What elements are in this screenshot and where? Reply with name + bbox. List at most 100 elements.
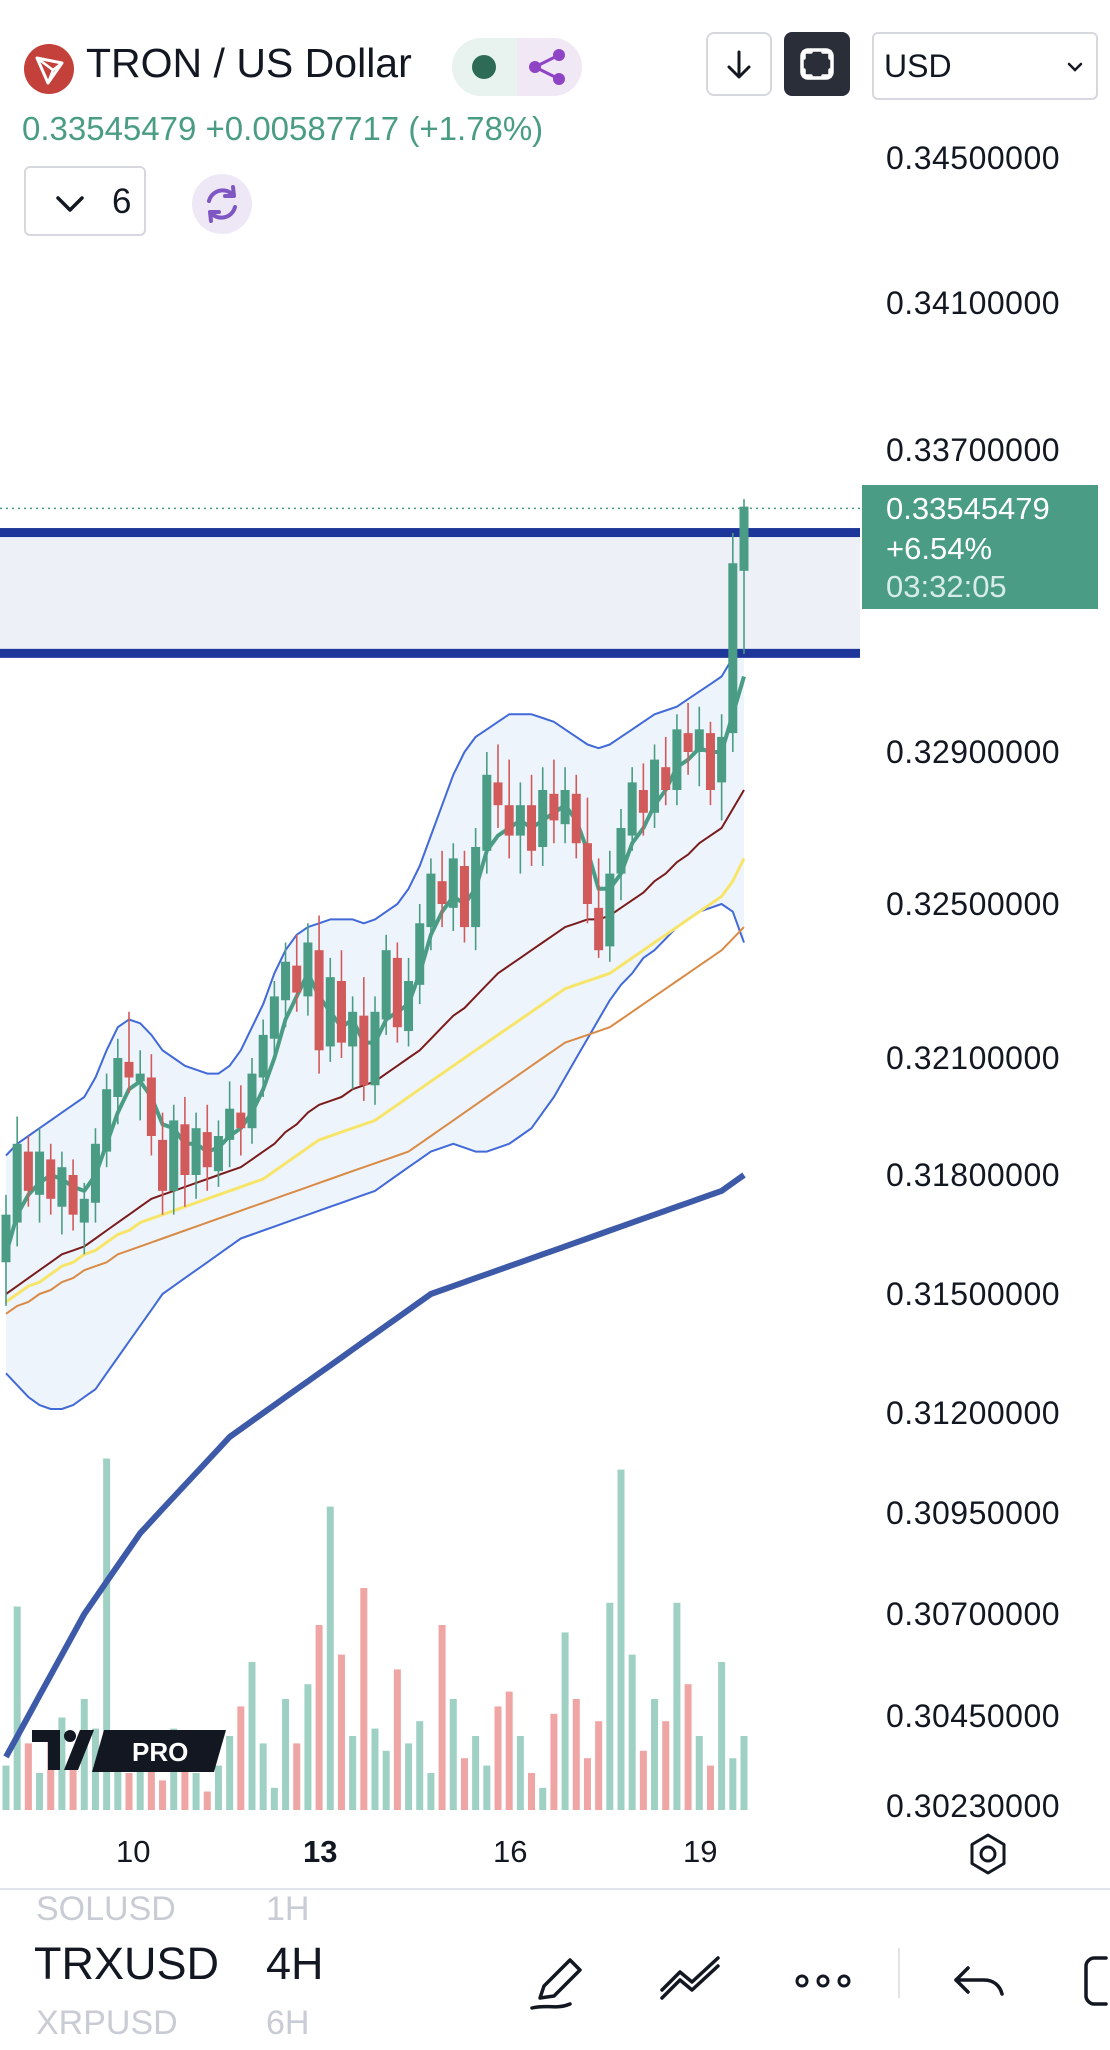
- candle-up: [325, 977, 335, 1047]
- volume-bar: [583, 1758, 591, 1810]
- price-tick-label: 0.30700000: [886, 1596, 1061, 1632]
- candle-up: [213, 1136, 223, 1172]
- sma-long-line: [3, 1172, 746, 1759]
- volume-bar: [360, 1588, 368, 1810]
- volume-bar: [550, 1713, 558, 1810]
- price-change: +0.00587717: [205, 110, 400, 147]
- more-options-icon[interactable]: [790, 1948, 856, 2014]
- volume-bar: [628, 1654, 636, 1810]
- interval-option[interactable]: 1H: [266, 1890, 310, 1928]
- candle-up: [694, 729, 704, 752]
- sync-button[interactable]: [192, 174, 252, 234]
- volume-bar: [393, 1669, 401, 1810]
- candle-up: [258, 1034, 268, 1078]
- candle-up: [471, 847, 481, 928]
- price-tick-label: 0.34100000: [886, 285, 1061, 321]
- current-price-value: 0.33545479: [886, 491, 1050, 526]
- volume-bar: [460, 1758, 468, 1810]
- candle-up: [370, 1011, 380, 1086]
- expand-icon[interactable]: [1078, 1948, 1110, 2014]
- sma-orange-line: [5, 926, 745, 1315]
- symbol-title[interactable]: TRON / US Dollar: [86, 40, 412, 86]
- volume-bar: [80, 1699, 88, 1810]
- candle-down: [504, 805, 514, 836]
- volume-bar: [539, 1787, 547, 1810]
- candle-up: [247, 1073, 257, 1129]
- volume-bar: [214, 1765, 222, 1810]
- interval-selector[interactable]: 4H: [266, 1938, 324, 1989]
- time-tick-label: 19: [683, 1834, 718, 1869]
- candle-up: [90, 1143, 100, 1203]
- candle-down: [594, 907, 604, 951]
- settings-hexagon-icon: [970, 1833, 1006, 1875]
- trend-lines-icon[interactable]: [656, 1948, 726, 2014]
- undo-icon[interactable]: [946, 1948, 1012, 2014]
- volume-bar: [472, 1736, 480, 1810]
- candle-down: [202, 1132, 212, 1168]
- interval-option[interactable]: 6H: [266, 2004, 310, 2042]
- candle-down: [493, 782, 503, 806]
- bar-countdown: 03:32:05: [886, 569, 1007, 604]
- price-tick-label: 0.31800000: [886, 1157, 1061, 1193]
- volume-bar: [651, 1699, 659, 1810]
- current-price-tag: 0.33545479 +6.54% 03:32:05: [862, 485, 1098, 609]
- fullscreen-button[interactable]: [784, 32, 850, 96]
- chart-settings-button[interactable]: [964, 1830, 1012, 1878]
- candle-up: [605, 873, 615, 947]
- tron-logo-icon: [24, 44, 74, 94]
- time-tick-label: 10: [116, 1834, 151, 1869]
- volume-bar: [259, 1743, 267, 1810]
- candle-up: [79, 1198, 89, 1223]
- candle-up: [191, 1128, 201, 1175]
- volume-bar: [103, 1458, 111, 1810]
- symbol-option[interactable]: XRPUSD: [36, 2004, 178, 2042]
- indicator-count: 6: [112, 182, 132, 221]
- volume-bar: [371, 1728, 379, 1810]
- time-tick-label: 16: [493, 1834, 528, 1869]
- price-tick-label: 0.31200000: [886, 1395, 1061, 1431]
- volume-bar: [427, 1773, 435, 1810]
- volume-bar: [315, 1625, 323, 1810]
- volume-bar: [226, 1736, 234, 1810]
- candle-down: [661, 767, 671, 790]
- volume-bar: [181, 1758, 189, 1810]
- symbol-option[interactable]: SOLUSD: [36, 1890, 176, 1928]
- price-chart[interactable]: [0, 0, 1110, 1888]
- candle-down: [582, 843, 592, 904]
- symbol-selector[interactable]: TRXUSD: [34, 1938, 220, 1989]
- download-button[interactable]: [706, 32, 772, 96]
- candle-up: [281, 961, 291, 1001]
- market-status-pill[interactable]: [452, 38, 582, 96]
- volume-bar: [516, 1736, 524, 1810]
- volume-bar: [639, 1750, 647, 1810]
- volume-bar: [13, 1606, 21, 1810]
- currency-select[interactable]: USD: [872, 32, 1098, 100]
- arrow-down-icon: [727, 50, 751, 79]
- volume-bar: [438, 1625, 446, 1810]
- volume-bar: [673, 1602, 681, 1810]
- price-tick-label: 0.33700000: [886, 432, 1061, 468]
- volume-bar: [47, 1736, 55, 1810]
- volume-bar: [147, 1743, 155, 1810]
- candle-up: [616, 828, 626, 874]
- candle-down: [392, 957, 402, 1028]
- price-tick-label: 0.30950000: [886, 1495, 1061, 1531]
- candle-up: [728, 563, 738, 734]
- time-tick-label: 13: [303, 1834, 338, 1869]
- indicators-toggle-button[interactable]: 6: [24, 166, 146, 236]
- volume-bar: [203, 1791, 211, 1810]
- volume-bar: [483, 1765, 491, 1810]
- volume-bar: [337, 1654, 345, 1810]
- volume-bar: [505, 1691, 513, 1810]
- volume-bar: [304, 1684, 312, 1810]
- candle-up: [12, 1143, 22, 1223]
- candle-down: [437, 881, 447, 904]
- pen-draw-icon[interactable]: [526, 1948, 592, 2014]
- volume-bar: [729, 1758, 737, 1810]
- refresh-icon: [207, 185, 237, 223]
- volume-bar: [595, 1721, 603, 1810]
- price-tick-label: 0.32100000: [886, 1040, 1061, 1076]
- volume-bar: [270, 1787, 278, 1810]
- pro-badge-text: PRO: [132, 1737, 188, 1767]
- volume-bar: [718, 1662, 726, 1810]
